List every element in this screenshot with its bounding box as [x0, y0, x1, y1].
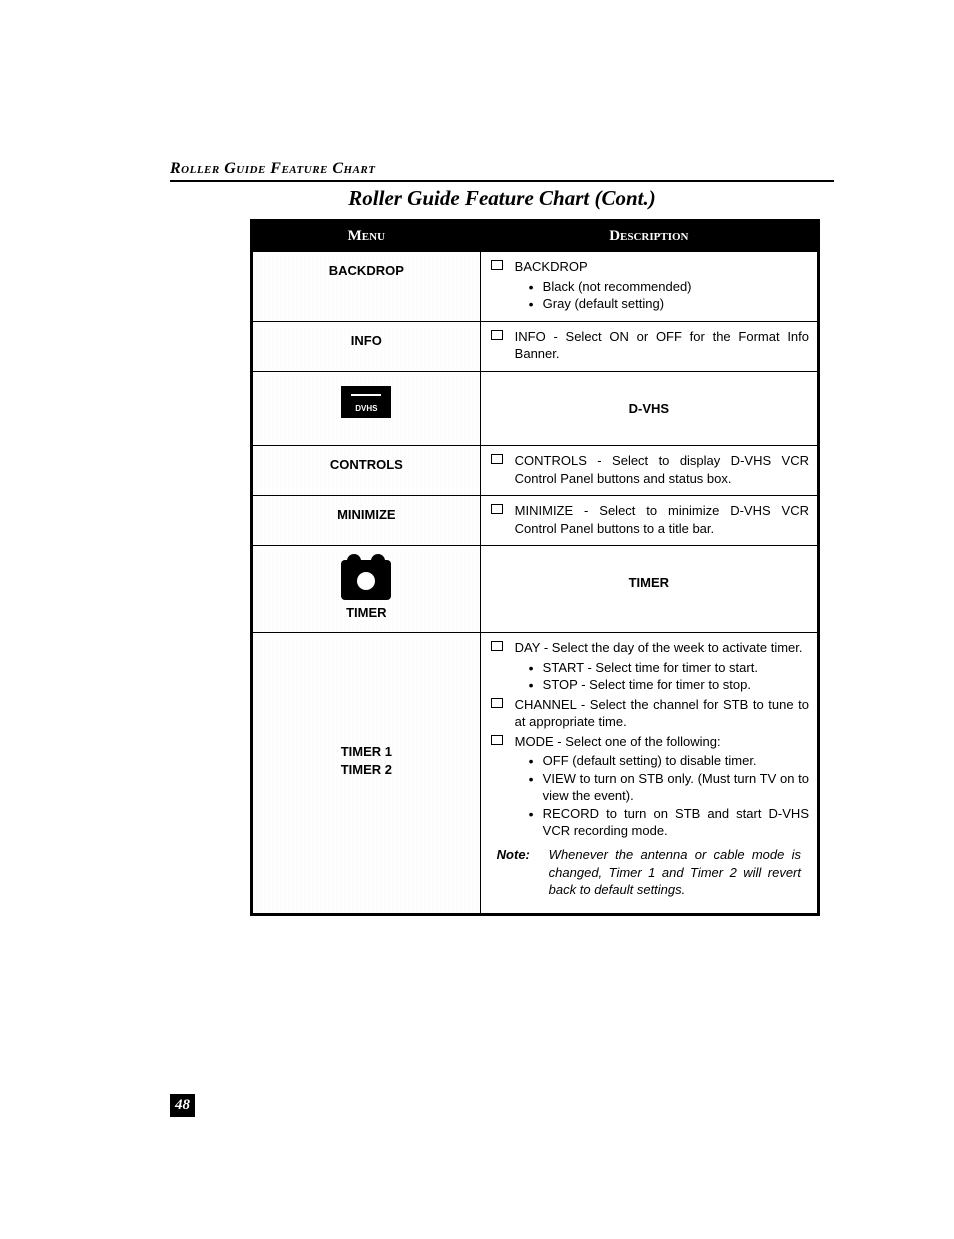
feature-chart-table: Menu Description BACKDROP BACKDROP Black…	[250, 219, 820, 916]
desc-cell-controls: CONTROLS - Select to display D-VHS VCR C…	[480, 446, 818, 496]
box-icon	[491, 698, 503, 708]
col-header-menu: Menu	[252, 221, 481, 252]
item-text: DAY - Select the day of the week to acti…	[515, 640, 803, 655]
page-number: 48	[170, 1094, 195, 1117]
item-text: MODE - Select one of the following:	[515, 734, 721, 749]
sub-item: Black (not recommended)	[529, 278, 809, 296]
page-content: Roller Guide Feature Chart Roller Guide …	[0, 0, 954, 916]
timer-label: TIMER	[259, 604, 474, 622]
col-header-description: Description	[480, 221, 818, 252]
table-row: TIMER TIMER	[252, 546, 819, 633]
desc-cell-timer-header: TIMER	[480, 546, 818, 633]
list-item: CONTROLS - Select to display D-VHS VCR C…	[489, 452, 809, 487]
table-row: INFO INFO - Select ON or OFF for the For…	[252, 321, 819, 371]
note-label: Note:	[497, 846, 541, 899]
menu-cell-dvhs: DVHS	[252, 371, 481, 446]
timer1-label: TIMER 1	[259, 743, 474, 761]
item-text: MINIMIZE - Select to minimize D-VHS VCR …	[515, 503, 809, 536]
menu-cell-controls: CONTROLS	[252, 446, 481, 496]
menu-cell-minimize: MINIMIZE	[252, 496, 481, 546]
table-row: BACKDROP BACKDROP Black (not recommended…	[252, 252, 819, 322]
page-title: Roller Guide Feature Chart (Cont.)	[170, 186, 834, 211]
menu-cell-timer: TIMER	[252, 546, 481, 633]
item-text: CONTROLS - Select to display D-VHS VCR C…	[515, 453, 809, 486]
box-icon	[491, 454, 503, 464]
table-row: MINIMIZE MINIMIZE - Select to minimize D…	[252, 496, 819, 546]
box-icon	[491, 260, 503, 270]
list-item: INFO - Select ON or OFF for the Format I…	[489, 328, 809, 363]
item-text: CHANNEL - Select the channel for STB to …	[515, 697, 809, 730]
list-item: MINIMIZE - Select to minimize D-VHS VCR …	[489, 502, 809, 537]
sub-item: Gray (default setting)	[529, 295, 809, 313]
menu-cell-timers: TIMER 1 TIMER 2	[252, 633, 481, 915]
section-header: Roller Guide Feature Chart	[170, 160, 834, 182]
item-text: INFO - Select ON or OFF for the Format I…	[515, 329, 809, 362]
table-row: CONTROLS CONTROLS - Select to display D-…	[252, 446, 819, 496]
desc-cell-info: INFO - Select ON or OFF for the Format I…	[480, 321, 818, 371]
menu-cell-info: INFO	[252, 321, 481, 371]
sub-item: START - Select time for timer to start.	[529, 659, 809, 677]
list-item: BACKDROP Black (not recommended) Gray (d…	[489, 258, 809, 313]
desc-cell-timers: DAY - Select the day of the week to acti…	[480, 633, 818, 915]
timer2-label: TIMER 2	[259, 761, 474, 779]
desc-cell-dvhs: D-VHS	[480, 371, 818, 446]
table-row: DVHS D-VHS	[252, 371, 819, 446]
desc-cell-minimize: MINIMIZE - Select to minimize D-VHS VCR …	[480, 496, 818, 546]
sub-item: STOP - Select time for timer to stop.	[529, 676, 809, 694]
note-row: Note: Whenever the antenna or cable mode…	[489, 842, 809, 907]
box-icon	[491, 330, 503, 340]
list-item: MODE - Select one of the following: OFF …	[489, 733, 809, 840]
timer-icon	[341, 560, 391, 600]
table-row: TIMER 1 TIMER 2 DAY - Select the day of …	[252, 633, 819, 915]
sub-item: OFF (default setting) to disable timer.	[529, 752, 809, 770]
sub-item: VIEW to turn on STB only. (Must turn TV …	[529, 770, 809, 805]
dvhs-icon: DVHS	[341, 386, 391, 418]
list-item: CHANNEL - Select the channel for STB to …	[489, 696, 809, 731]
note-text: Whenever the antenna or cable mode is ch…	[549, 846, 801, 899]
desc-cell-backdrop: BACKDROP Black (not recommended) Gray (d…	[480, 252, 818, 322]
list-item: DAY - Select the day of the week to acti…	[489, 639, 809, 694]
item-label: BACKDROP	[515, 259, 588, 274]
box-icon	[491, 735, 503, 745]
sub-item: RECORD to turn on STB and start D-VHS VC…	[529, 805, 809, 840]
box-icon	[491, 504, 503, 514]
box-icon	[491, 641, 503, 651]
menu-cell-backdrop: BACKDROP	[252, 252, 481, 322]
